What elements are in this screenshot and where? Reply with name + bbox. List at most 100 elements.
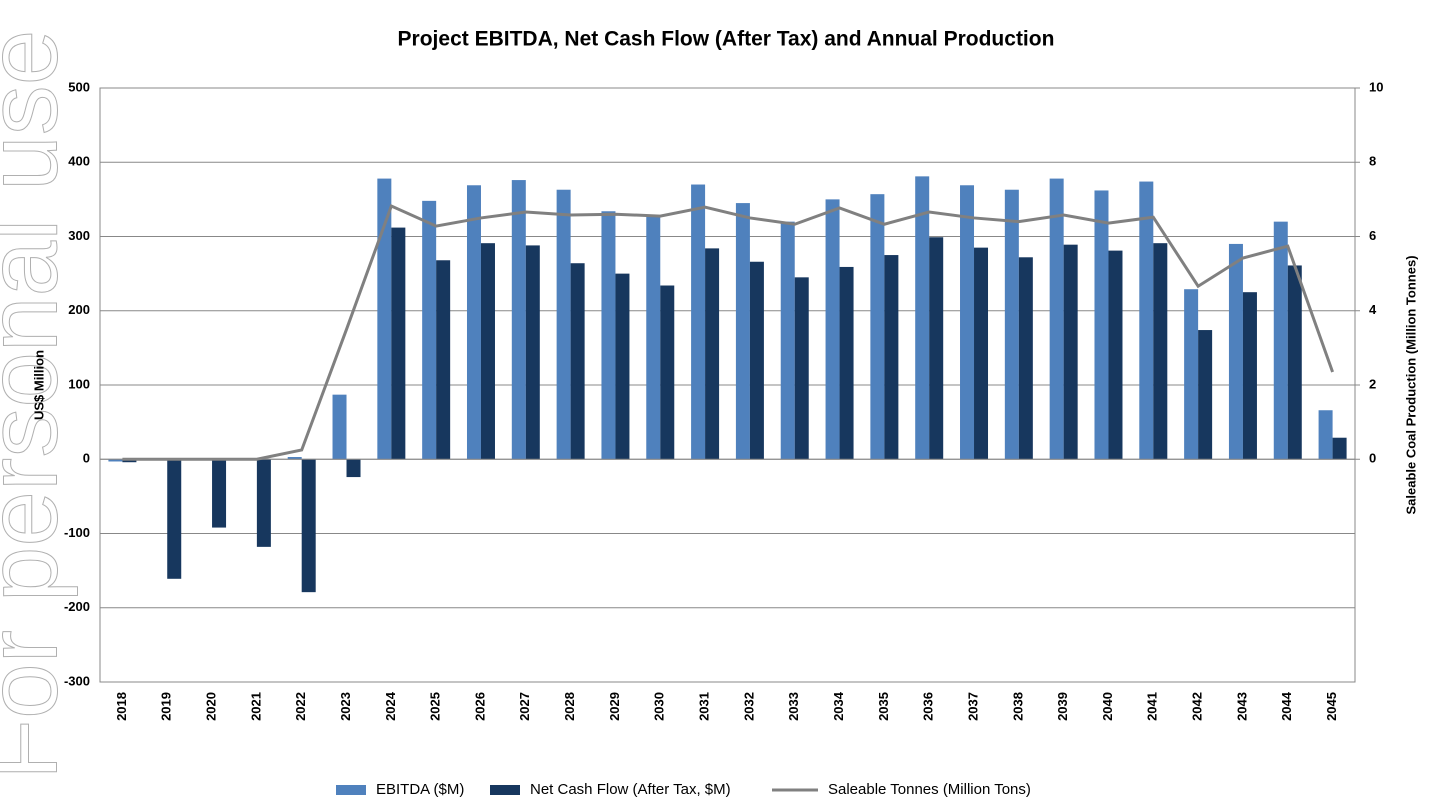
bar — [556, 189, 571, 460]
bar — [346, 459, 361, 478]
x-tick-label: 2029 — [607, 692, 622, 721]
bar — [1004, 189, 1019, 460]
bar — [1018, 257, 1033, 460]
bar — [1094, 190, 1109, 460]
x-tick-label: 2025 — [428, 692, 443, 721]
x-tick-label: 2038 — [1010, 692, 1025, 721]
bar — [287, 457, 302, 460]
bar — [525, 245, 540, 460]
bar — [974, 247, 989, 460]
y2-tick-label: 6 — [1369, 228, 1376, 243]
x-tick-label: 2039 — [1055, 692, 1070, 721]
bar — [436, 260, 451, 460]
bar — [1108, 250, 1123, 460]
y-axis-label: US$ Million — [31, 350, 46, 420]
bar — [839, 266, 854, 460]
bar — [1049, 178, 1064, 460]
bar — [794, 277, 809, 460]
bar — [915, 176, 930, 460]
x-tick-label: 2045 — [1324, 692, 1339, 721]
x-tick-label: 2032 — [741, 692, 756, 721]
bar — [570, 263, 585, 460]
bar — [377, 178, 392, 460]
bar — [825, 199, 840, 460]
bar — [332, 394, 347, 460]
bar — [511, 180, 526, 460]
bar — [929, 237, 944, 460]
bar — [391, 227, 406, 460]
y2-tick-label: 0 — [1369, 451, 1376, 466]
bar — [615, 273, 630, 460]
x-tick-label: 2030 — [652, 692, 667, 721]
bar — [466, 185, 481, 460]
bar — [256, 459, 271, 547]
bar — [749, 261, 764, 460]
y-tick-label: -100 — [64, 525, 90, 540]
line — [122, 204, 1335, 461]
y2-axis-label: Saleable Coal Production (Million Tonnes… — [1403, 255, 1418, 514]
x-tick-label: 2022 — [293, 692, 308, 721]
bar — [1287, 265, 1302, 460]
bar — [601, 211, 616, 460]
y2-tick-label: 2 — [1369, 376, 1376, 391]
x-tick-label: 2040 — [1100, 692, 1115, 721]
x-tick-label: 2026 — [472, 692, 487, 721]
bar — [167, 459, 182, 579]
legend-swatch — [490, 785, 520, 795]
x-tick-label: 2036 — [921, 692, 936, 721]
y-tick-label: 300 — [68, 228, 90, 243]
y-tick-label: -200 — [64, 599, 90, 614]
bar — [1228, 243, 1243, 460]
y2-tick-label: 8 — [1369, 154, 1376, 169]
bar — [1153, 243, 1168, 460]
legend-swatch — [336, 785, 366, 795]
x-tick-label: 2042 — [1190, 692, 1205, 721]
x-tick-label: 2019 — [159, 692, 174, 721]
bar — [422, 200, 437, 460]
bar — [735, 203, 750, 460]
x-tick-label: 2043 — [1234, 692, 1249, 721]
legend-label: Saleable Tonnes (Million Tons) — [828, 781, 1031, 798]
bar — [691, 184, 706, 460]
chart-title: Project EBITDA, Net Cash Flow (After Tax… — [398, 28, 1055, 51]
legend-label: Net Cash Flow (After Tax, $M) — [530, 781, 731, 798]
x-tick-label: 2028 — [562, 692, 577, 721]
x-tick-label: 2023 — [338, 692, 353, 721]
x-tick-label: 2041 — [1145, 692, 1160, 721]
bar — [960, 185, 975, 460]
y-tick-label: -300 — [64, 673, 90, 688]
x-tick-label: 2037 — [965, 692, 980, 721]
bar — [1184, 289, 1199, 460]
bar — [212, 459, 227, 528]
y-tick-label: 500 — [68, 79, 90, 94]
bar — [646, 216, 661, 460]
bar — [884, 255, 899, 460]
bar — [301, 459, 316, 593]
legend-label: EBITDA ($M) — [376, 781, 464, 798]
y-tick-label: 100 — [68, 376, 90, 391]
bar — [1273, 221, 1288, 460]
y-tick-label: 0 — [83, 451, 90, 466]
bar — [480, 243, 495, 460]
x-tick-label: 2024 — [383, 691, 398, 721]
bar — [1318, 410, 1333, 460]
x-tick-label: 2021 — [248, 692, 263, 721]
y-tick-label: 200 — [68, 302, 90, 317]
x-tick-label: 2034 — [831, 691, 846, 721]
bar — [870, 194, 885, 460]
x-tick-label: 2020 — [203, 692, 218, 721]
x-tick-label: 2031 — [697, 692, 712, 721]
y-tick-label: 400 — [68, 154, 90, 169]
bar — [705, 248, 720, 460]
x-tick-label: 2018 — [114, 692, 129, 721]
watermark: For personal use only — [0, 0, 78, 780]
bar — [780, 221, 795, 460]
bar — [1139, 181, 1154, 460]
bar — [1332, 437, 1347, 460]
bar — [660, 285, 675, 460]
x-tick-label: 2044 — [1279, 691, 1294, 721]
x-tick-label: 2033 — [786, 692, 801, 721]
bar — [108, 459, 123, 462]
bar — [1063, 244, 1078, 460]
